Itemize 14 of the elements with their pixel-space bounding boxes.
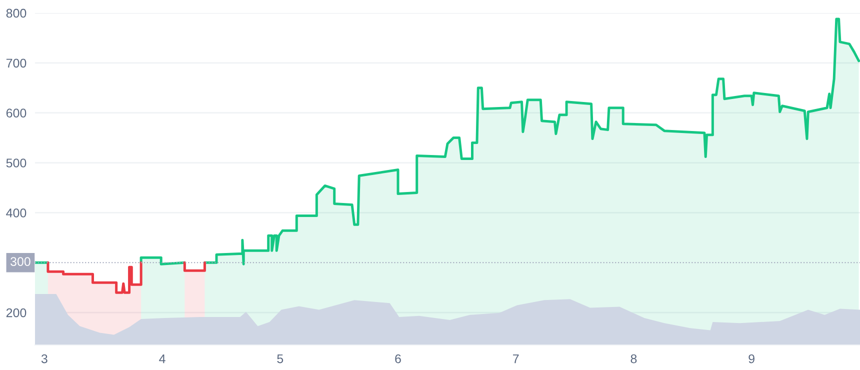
y-tick-label: 700: [6, 58, 26, 68]
x-tick-label: 7: [513, 354, 519, 364]
x-tick-label: 6: [395, 354, 401, 364]
x-tick-label: 3: [41, 354, 48, 364]
y-tick-label: 400: [6, 208, 26, 218]
y-tick-label: 600: [6, 108, 26, 118]
y-tick-label: 200: [6, 308, 26, 318]
y-tick-label: 500: [6, 158, 26, 168]
x-tick-label: 4: [159, 354, 166, 364]
x-tick-label: 5: [277, 354, 284, 364]
x-tick-label: 9: [748, 354, 754, 364]
x-tick-label: 8: [630, 354, 637, 364]
ref-line-label: 300: [10, 257, 30, 266]
y-tick-label: 800: [6, 8, 26, 18]
